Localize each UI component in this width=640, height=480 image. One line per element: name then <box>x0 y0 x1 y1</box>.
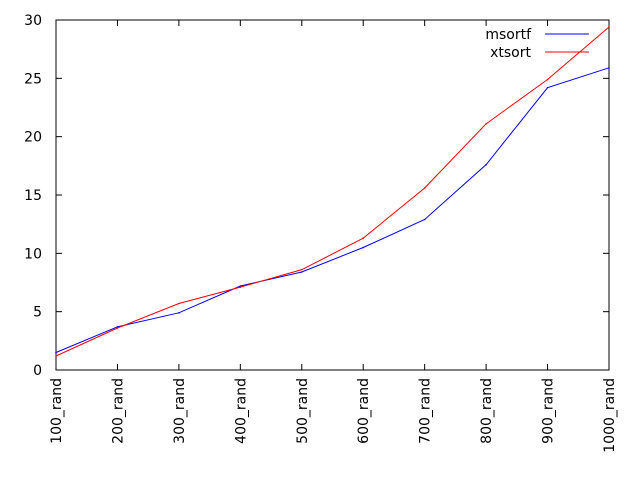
data-point-msortf <box>485 163 487 166</box>
plot-frame <box>55 19 610 371</box>
data-point-xtsort <box>300 268 303 271</box>
y-tick-label: 30 <box>24 13 42 29</box>
y-tick-label: 0 <box>33 363 42 379</box>
x-tick-label: 300_rand <box>172 378 188 444</box>
data-point-xtsort <box>178 302 180 305</box>
data-point-xtsort <box>55 355 57 357</box>
data-point-msortf <box>546 86 549 89</box>
data-point-msortf <box>55 351 57 354</box>
y-tick-label: 25 <box>24 71 42 87</box>
x-tick-label: 600_rand <box>356 378 372 444</box>
data-point-msortf <box>178 312 180 314</box>
x-tick-label: 400_rand <box>233 378 249 444</box>
legend-label: xtsort <box>490 45 531 61</box>
data-point-xtsort <box>116 327 119 329</box>
data-point-msortf <box>239 285 242 287</box>
data-point-xtsort <box>608 26 610 28</box>
y-tick-label: 5 <box>33 305 42 321</box>
x-tick-label: 100_rand <box>49 378 65 444</box>
x-tick-label: 500_rand <box>295 378 311 444</box>
x-tick-label: 900_rand <box>541 378 557 444</box>
data-point-xtsort <box>546 78 549 81</box>
series-line-msortf <box>55 67 610 353</box>
data-point-xtsort <box>362 237 365 239</box>
y-tick-label: 20 <box>24 130 42 146</box>
data-point-msortf <box>608 67 610 69</box>
x-tick-label: 1000_rand <box>602 378 618 453</box>
x-tick-label: 700_rand <box>418 378 434 444</box>
legend-label: msortf <box>485 27 532 43</box>
series-line-xtsort <box>55 26 610 357</box>
x-axis: 100_rand 200_rand 300_rand 400_rand 500_rand… <box>49 20 618 453</box>
x-tick-label: 200_rand <box>110 378 126 444</box>
y-axis: 0 5 10 15 20 25 30 <box>24 13 609 379</box>
data-point-msortf <box>423 218 426 221</box>
y-tick-label: 15 <box>24 188 42 204</box>
y-tick-label: 10 <box>24 246 42 262</box>
series-lines <box>55 26 610 357</box>
x-tick-label: 800_rand <box>479 378 495 444</box>
data-point-xtsort <box>423 187 426 189</box>
data-point-msortf <box>116 326 119 328</box>
data-point-xtsort <box>485 123 487 125</box>
data-point-xtsort <box>239 286 242 288</box>
legend: msortf xtsort <box>485 27 589 61</box>
data-point-msortf <box>362 246 365 249</box>
data-point-msortf <box>300 271 303 273</box>
